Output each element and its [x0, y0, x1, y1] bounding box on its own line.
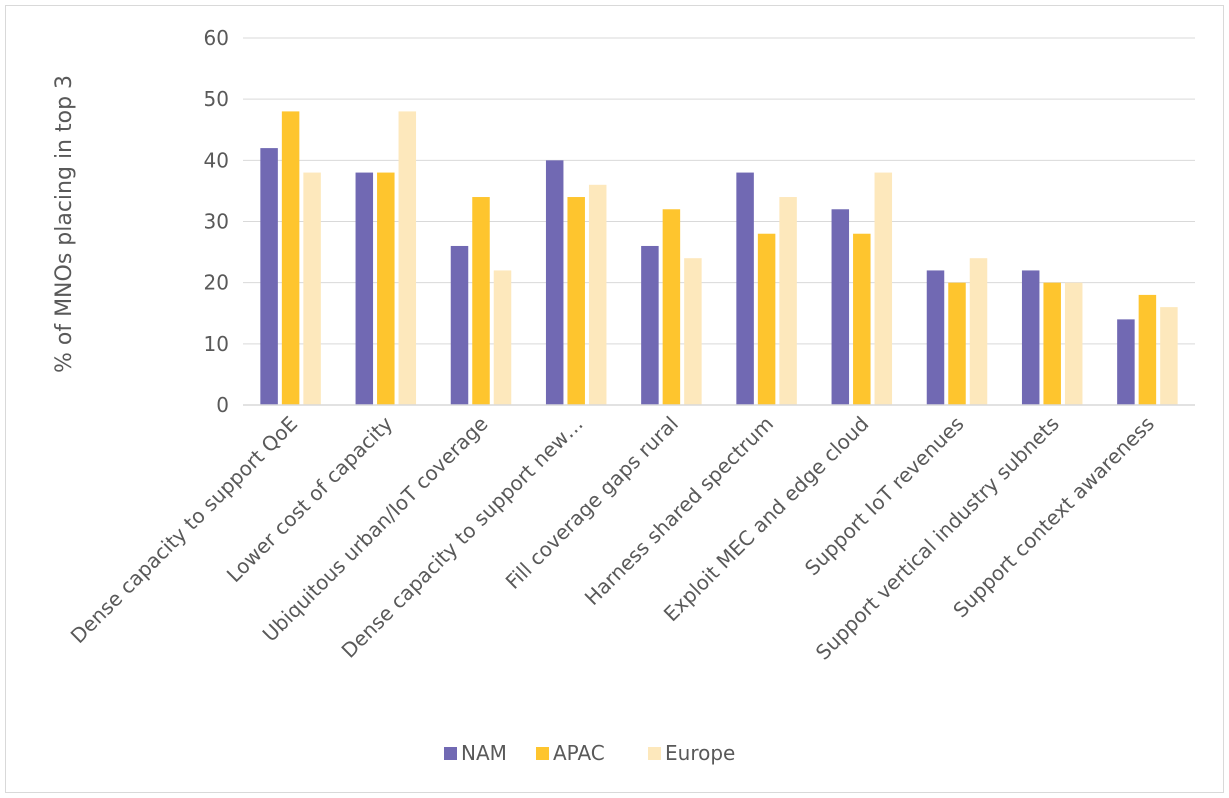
bar-europe-10 — [1160, 307, 1178, 405]
legend-swatch-apac — [536, 747, 549, 760]
bar-europe-1 — [303, 172, 321, 405]
y-tick-label: 10 — [204, 332, 229, 356]
chart-frame: 0 10 20 30 40 50 60 Dense capacity to support … — [5, 5, 1224, 793]
bar-europe-4 — [588, 184, 607, 405]
bars — [260, 111, 1178, 406]
bar-apac-5 — [662, 209, 681, 405]
y-tick-label: 20 — [204, 271, 229, 295]
bar-apac-3 — [472, 197, 490, 405]
x-category-label: Exploit MEC and edge cloud — [659, 412, 874, 627]
bar-europe-9 — [1064, 282, 1083, 405]
legend-label-nam: NAM — [461, 741, 507, 765]
y-tick-label: 60 — [204, 26, 229, 50]
legend-label-apac: APAC — [553, 741, 605, 765]
legend-label-europe: Europe — [665, 741, 735, 765]
bar-nam-2 — [355, 172, 374, 405]
x-category-label: Harness shared spectrum — [580, 412, 778, 610]
bar-apac-4 — [567, 197, 585, 405]
y-tick-label: 40 — [204, 148, 229, 172]
bar-apac-7 — [853, 233, 871, 405]
bar-nam-3 — [450, 245, 469, 405]
bar-europe-7 — [874, 172, 893, 405]
bar-nam-4 — [545, 160, 564, 405]
y-tick-label: 0 — [216, 393, 229, 417]
legend: NAM APAC Europe — [444, 741, 735, 765]
bar-europe-6 — [779, 197, 797, 405]
bar-nam-5 — [641, 245, 659, 405]
bar-europe-8 — [969, 258, 988, 405]
y-axis-ticks: 0 10 20 30 40 50 60 — [204, 26, 229, 417]
bar-apac-1 — [281, 111, 300, 406]
y-tick-label: 50 — [204, 87, 229, 111]
bar-nam-9 — [1021, 270, 1040, 405]
bar-nam-8 — [926, 270, 945, 405]
bar-europe-3 — [493, 270, 512, 405]
bar-europe-2 — [398, 111, 417, 406]
legend-swatch-nam — [444, 747, 457, 760]
y-axis-title: % of MNOs placing in top 3 — [52, 75, 77, 373]
bar-apac-6 — [757, 233, 776, 405]
bar-nam-10 — [1117, 319, 1135, 405]
bar-apac-8 — [948, 282, 966, 405]
legend-swatch-europe — [648, 747, 661, 760]
x-category-label: Support context awareness — [948, 412, 1159, 623]
bar-apac-10 — [1138, 294, 1157, 405]
bar-apac-2 — [377, 172, 395, 405]
bar-nam-1 — [260, 148, 278, 405]
x-category-label: Support IoT revenues — [800, 412, 969, 581]
x-category-label: Fill coverage gaps rural — [501, 412, 683, 594]
bar-nam-7 — [831, 209, 850, 405]
bar-apac-9 — [1043, 282, 1061, 405]
bar-europe-5 — [684, 258, 702, 405]
x-category-label: Lower cost of capacity — [222, 411, 398, 587]
bar-chart: 0 10 20 30 40 50 60 Dense capacity to support … — [52, 26, 1195, 765]
bar-nam-6 — [736, 172, 754, 405]
y-tick-label: 30 — [204, 210, 229, 234]
